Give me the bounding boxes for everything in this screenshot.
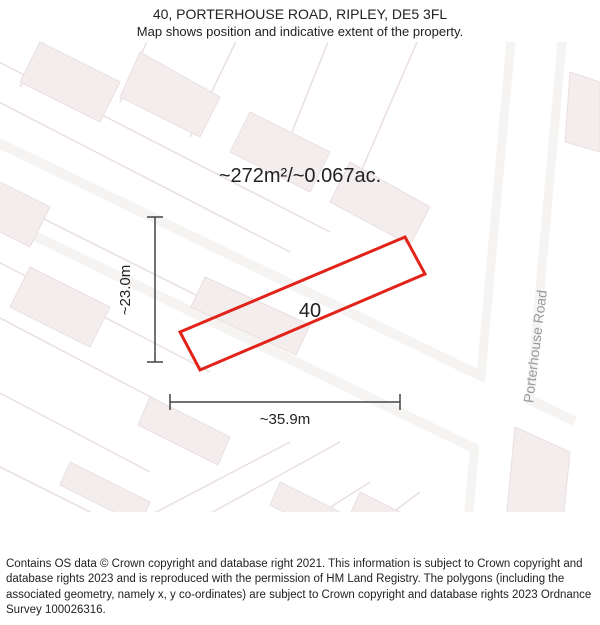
page-title: 40, PORTERHOUSE ROAD, RIPLEY, DE5 3FL — [0, 6, 600, 22]
map-svg: ~23.0m~35.9m~272m²/~0.067ac.40Porterhous… — [0, 42, 600, 512]
page-subtitle: Map shows position and indicative extent… — [0, 24, 600, 39]
plot-number-label: 40 — [299, 300, 321, 322]
footer-attribution: Contains OS data © Crown copyright and d… — [6, 557, 594, 619]
dim-vertical-label: ~23.0m — [117, 265, 134, 315]
map-container: ~23.0m~35.9m~272m²/~0.067ac.40Porterhous… — [0, 42, 600, 512]
dim-horizontal-label: ~35.9m — [260, 411, 310, 428]
area-label: ~272m²/~0.067ac. — [219, 165, 381, 187]
